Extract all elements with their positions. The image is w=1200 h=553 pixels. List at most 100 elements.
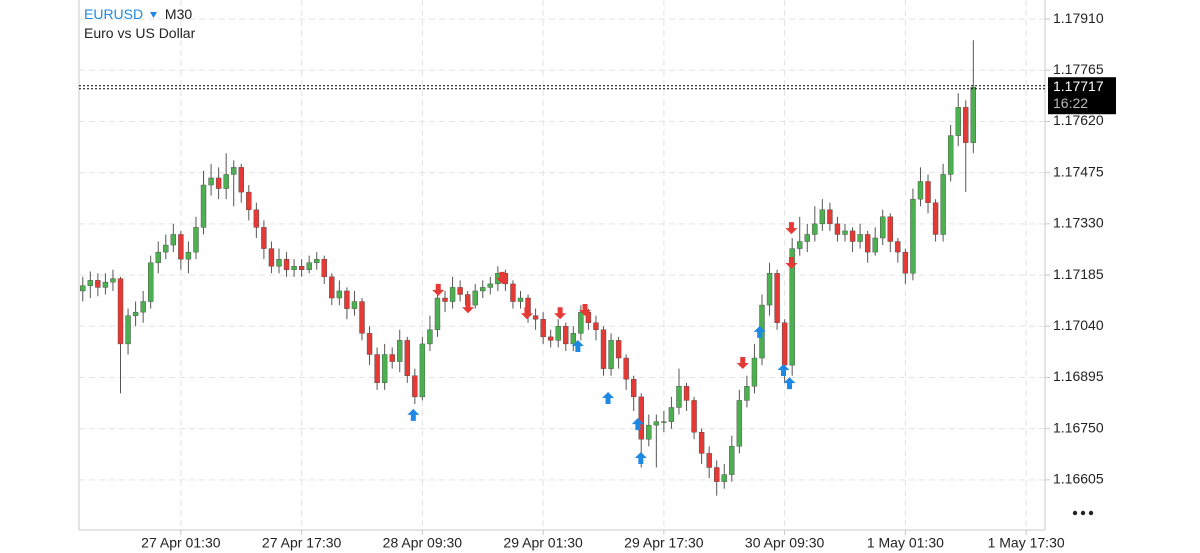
candle-body <box>804 234 810 242</box>
candle-body <box>744 386 750 401</box>
buy-signal <box>634 451 647 464</box>
candle-body <box>102 281 109 288</box>
candle-body <box>246 191 252 210</box>
candle-body <box>344 290 350 309</box>
candle-body <box>691 400 697 433</box>
candle-body <box>404 340 410 376</box>
candle-body <box>200 184 207 228</box>
buy-signal <box>783 377 796 390</box>
candle-body <box>842 230 848 235</box>
candle-body <box>449 287 456 302</box>
candle-body <box>970 87 976 143</box>
countdown-label: 16:22 <box>1053 95 1088 111</box>
symbol-dropdown-icon[interactable] <box>150 11 158 19</box>
price-label: 1.17717 <box>1053 78 1104 94</box>
menu-dot <box>1088 510 1094 516</box>
sell-signal <box>520 307 533 320</box>
y-tick-label: 1.17910 <box>1053 10 1104 26</box>
candle-body <box>540 319 546 338</box>
candle-body <box>812 223 818 235</box>
candle-body <box>797 241 803 249</box>
candle-body <box>397 340 403 362</box>
candle-body <box>819 209 826 225</box>
candle-body <box>253 209 260 228</box>
x-tick-label: 27 Apr 01:30 <box>141 535 221 551</box>
candle-body <box>510 283 516 302</box>
candle-body <box>291 266 297 270</box>
candle-body <box>336 290 343 299</box>
buy-signal <box>777 364 790 377</box>
grid <box>79 0 1045 530</box>
candle-body <box>646 424 652 440</box>
candle-body <box>608 340 614 369</box>
symbol[interactable]: EURUSD <box>84 6 144 22</box>
y-tick-label: 1.17330 <box>1053 215 1104 231</box>
buy-signal <box>753 325 766 338</box>
x-tick-label: 1 May 17:30 <box>988 535 1065 551</box>
candle-body <box>932 202 939 235</box>
candle-body <box>895 241 901 253</box>
sell-signal <box>554 307 567 320</box>
candle-body <box>472 290 478 306</box>
candle-body <box>653 421 660 426</box>
candle-body <box>887 216 893 242</box>
candle-body <box>668 407 675 422</box>
candle-body <box>563 326 569 345</box>
timeframe[interactable]: M30 <box>164 6 193 22</box>
candle-body <box>117 278 124 345</box>
candle-body <box>427 329 433 345</box>
candle-body <box>872 237 878 253</box>
candle-body <box>910 198 916 274</box>
candle-body <box>834 223 841 235</box>
candle-body <box>132 311 139 316</box>
candle-body <box>223 174 229 189</box>
candle-body <box>351 301 358 309</box>
y-tick-label: 1.17475 <box>1053 163 1104 179</box>
candle-body <box>570 333 577 345</box>
sell-signal <box>432 283 445 296</box>
candle-body <box>434 297 441 330</box>
x-tick-label: 1 May 01:30 <box>867 535 944 551</box>
candle-body <box>955 107 961 136</box>
sell-signal <box>579 304 592 317</box>
candle-body <box>917 181 924 200</box>
x-tick-label: 29 Apr 17:30 <box>624 535 704 551</box>
candle-body <box>751 357 758 387</box>
candle-body <box>374 354 380 383</box>
candle-body <box>215 177 222 189</box>
candle-body <box>381 354 388 383</box>
candle-body <box>638 396 644 440</box>
candle-body <box>163 244 169 253</box>
more-menu[interactable] <box>1072 510 1094 516</box>
candle-body <box>208 177 214 186</box>
description: Euro vs US Dollar <box>84 25 196 41</box>
sell-signal <box>462 301 475 314</box>
x-tick-label: 27 Apr 17:30 <box>262 535 342 551</box>
candle-body <box>963 107 969 143</box>
candle-body <box>714 467 720 482</box>
candle-body <box>683 386 690 401</box>
menu-dot <box>1080 510 1086 516</box>
candle-body <box>827 209 833 225</box>
candle-body <box>487 283 493 288</box>
candle-body <box>125 315 131 345</box>
candle-body <box>676 386 682 408</box>
candle-body <box>706 453 712 468</box>
y-tick-label: 1.16605 <box>1053 471 1104 487</box>
sell-signal <box>736 356 749 369</box>
candle-body <box>698 431 705 454</box>
x-tick-label: 28 Apr 09:30 <box>383 535 463 551</box>
menu-dot <box>1072 510 1078 516</box>
candle-body <box>359 301 365 334</box>
candle-body <box>306 262 312 270</box>
sell-signal <box>496 271 509 284</box>
candle-body <box>517 297 524 302</box>
y-tick-label: 1.17040 <box>1053 317 1104 333</box>
candle-body <box>631 379 637 398</box>
candle-body <box>95 280 101 288</box>
candle-body <box>283 258 290 270</box>
candle-body <box>480 287 486 292</box>
symbol-row: EURUSD M30 <box>84 5 195 24</box>
y-tick-label: 1.16895 <box>1053 368 1104 384</box>
